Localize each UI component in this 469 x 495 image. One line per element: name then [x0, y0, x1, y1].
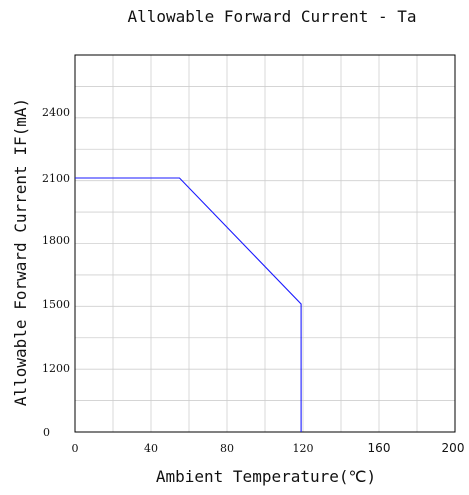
series-line-0 [75, 177, 302, 432]
y-tick-label: 2100 [42, 172, 70, 185]
y-tick-label: 0 [43, 426, 50, 439]
x-tick-label: 200 [442, 441, 465, 455]
chart-title: Allowable Forward Current - Ta [128, 7, 417, 26]
x-tick-label: 160 [368, 441, 391, 455]
x-tick-label: 0 [72, 442, 79, 455]
x-tick-labels: 0 40 80 120 160 200 [72, 441, 465, 455]
x-tick-label: 40 [144, 442, 158, 455]
y-tick-label: 1500 [42, 298, 70, 311]
series-layer [75, 177, 302, 432]
y-tick-label: 2400 [42, 106, 70, 119]
y-axis-label: Allowable Forward Current IF(mA) [11, 98, 30, 406]
x-axis-label: Ambient Temperature(℃) [156, 467, 376, 486]
x-tick-label: 120 [293, 442, 314, 455]
y-tick-label: 1200 [42, 362, 70, 375]
x-tick-label: 80 [220, 442, 234, 455]
plot-frame [74, 54, 456, 433]
y-tick-label: 1800 [42, 234, 70, 247]
grid [75, 55, 455, 432]
y-tick-labels: 0 1200 1500 1800 2100 2400 [42, 106, 70, 439]
